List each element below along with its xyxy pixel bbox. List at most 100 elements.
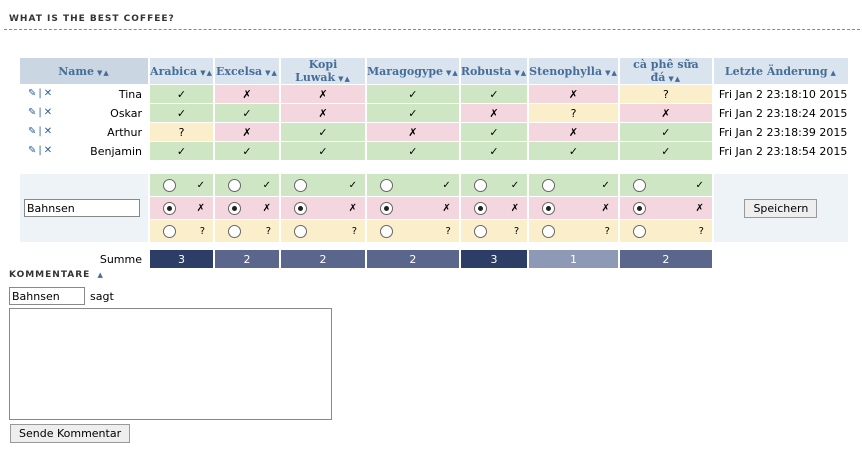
sort-icon[interactable]: ▼▲ (514, 68, 528, 77)
vote-maybe-icon: ? (178, 125, 185, 139)
vote-yes-icon: ✓ (489, 125, 499, 139)
radio-button[interactable] (632, 201, 646, 215)
vote-no-icon: ✗ (318, 87, 328, 101)
header-option[interactable]: Stenophylla ▼▲ (529, 58, 618, 84)
vote-yes-icon: ✓ (442, 179, 451, 191)
radio-button[interactable] (473, 201, 487, 215)
radio-button[interactable] (294, 201, 307, 215)
radio-button[interactable] (163, 178, 176, 192)
radio-group: ✓ (281, 178, 365, 192)
header-option[interactable]: Kopi Luwak ▼▲ (281, 58, 365, 84)
edit-icon[interactable]: ✎ (28, 106, 37, 118)
radio-button[interactable] (632, 178, 646, 192)
radio-button[interactable] (473, 178, 487, 192)
vote-no-icon: ✗ (568, 87, 579, 101)
new-name-cell (20, 174, 148, 242)
vote-option-cell[interactable]: ✗ (150, 197, 213, 219)
vote-option-cell[interactable]: ✗ (529, 197, 618, 219)
sort-icon[interactable]: ▼▲ (446, 68, 459, 77)
vote-option-cell[interactable]: ? (215, 220, 279, 242)
header-name[interactable]: Name ▼▲ (20, 58, 148, 84)
vote-option-cell[interactable]: ✓ (529, 174, 618, 196)
vote-input-row: ✗ ✗ ✗ ✗ ✗ ✗ ✗ (20, 197, 848, 219)
vote-option-cell[interactable]: ? (529, 220, 618, 242)
save-button[interactable]: Speichern (744, 198, 818, 218)
radio-button[interactable] (380, 178, 393, 192)
vote-option-cell[interactable]: ✓ (215, 174, 279, 196)
vote-cell: ✗ (215, 123, 279, 141)
radio-group: ? (367, 224, 459, 238)
vote-yes-icon: ✓ (242, 144, 252, 158)
vote-option-cell[interactable]: ✗ (215, 197, 279, 219)
radio-button[interactable] (380, 224, 393, 238)
edit-icon[interactable]: ✎ (28, 125, 37, 137)
radio-button[interactable] (163, 224, 176, 238)
vote-option-cell[interactable]: ✓ (281, 174, 365, 196)
vote-option-cell[interactable]: ✓ (150, 174, 213, 196)
radio-button[interactable] (473, 224, 487, 238)
sort-up-icon[interactable]: ▲ (830, 68, 837, 77)
edit-icon[interactable]: ✎ (28, 87, 37, 99)
row-actions: ✎ | ✕ (28, 107, 54, 118)
radio-group: ✓ (150, 178, 213, 192)
vote-no-icon: ✗ (196, 202, 205, 214)
header-date[interactable]: Letzte Änderung ▲ (713, 58, 848, 84)
sort-icon[interactable]: ▼▲ (97, 68, 110, 77)
vote-yes-icon: ✓ (176, 106, 187, 120)
header-option[interactable]: Robusta ▼▲ (460, 58, 528, 84)
radio-button[interactable] (163, 201, 176, 215)
comment-textarea[interactable] (9, 308, 332, 420)
vote-option-cell[interactable]: ✗ (460, 197, 528, 219)
vote-option-cell[interactable]: ? (619, 220, 712, 242)
vote-option-cell[interactable]: ? (460, 220, 528, 242)
delete-icon[interactable]: ✕ (43, 87, 53, 99)
radio-button[interactable] (228, 178, 241, 192)
vote-no-icon: ✗ (348, 202, 357, 214)
vote-maybe-icon: ? (698, 225, 704, 237)
separator: | (38, 106, 42, 118)
sort-icon[interactable]: ▼▲ (668, 75, 682, 83)
sort-icon[interactable]: ▼▲ (338, 75, 351, 83)
radio-group: ? (281, 224, 365, 238)
vote-option-cell[interactable]: ✗ (619, 197, 712, 219)
comment-name-input[interactable] (9, 287, 85, 305)
vote-yes-icon: ✓ (489, 87, 499, 101)
delete-icon[interactable]: ✕ (43, 125, 53, 137)
delete-icon[interactable]: ✕ (43, 106, 53, 118)
header-option[interactable]: Arabica ▼▲ (150, 58, 213, 84)
vote-option-cell[interactable]: ? (281, 220, 365, 242)
sort-icon[interactable]: ▼▲ (265, 68, 278, 77)
header-option[interactable]: Excelsa ▼▲ (215, 58, 279, 84)
radio-button[interactable] (294, 178, 307, 192)
radio-button[interactable] (542, 178, 556, 192)
header-option-label: Kopi Luwak (295, 58, 338, 84)
header-option-label: cà phê sữa đá (633, 58, 699, 84)
radio-button[interactable] (542, 224, 556, 238)
vote-option-cell[interactable]: ✗ (281, 197, 365, 219)
vote-option-cell[interactable]: ? (150, 220, 213, 242)
header-option[interactable]: cà phê sữa đá ▼▲ (619, 58, 712, 84)
delete-icon[interactable]: ✕ (43, 144, 53, 156)
header-option[interactable]: Maragogype ▼▲ (367, 58, 459, 84)
title-divider (4, 29, 860, 30)
vote-option-cell[interactable]: ? (367, 220, 459, 242)
vote-option-cell[interactable]: ✗ (367, 197, 459, 219)
comments-sort-icon[interactable]: ▲ (97, 271, 104, 279)
radio-button[interactable] (228, 224, 241, 238)
radio-button[interactable] (632, 224, 646, 238)
new-name-input[interactable] (24, 199, 140, 217)
radio-button[interactable] (294, 224, 307, 238)
last-changed: Fri Jan 2 23:18:54 2015 (718, 144, 848, 158)
participant-cell: ✎ | ✕ Benjamin (20, 142, 148, 160)
vote-cell: ✗ (529, 123, 618, 141)
radio-button[interactable] (380, 201, 393, 215)
vote-option-cell[interactable]: ✓ (367, 174, 459, 196)
sort-icon[interactable]: ▼▲ (605, 68, 618, 77)
radio-button[interactable] (228, 201, 241, 215)
vote-option-cell[interactable]: ✓ (460, 174, 528, 196)
radio-button[interactable] (542, 201, 556, 215)
send-comment-button[interactable]: Sende Kommentar (10, 424, 131, 443)
edit-icon[interactable]: ✎ (28, 144, 37, 156)
vote-option-cell[interactable]: ✓ (619, 174, 712, 196)
sort-icon[interactable]: ▼▲ (200, 68, 213, 77)
